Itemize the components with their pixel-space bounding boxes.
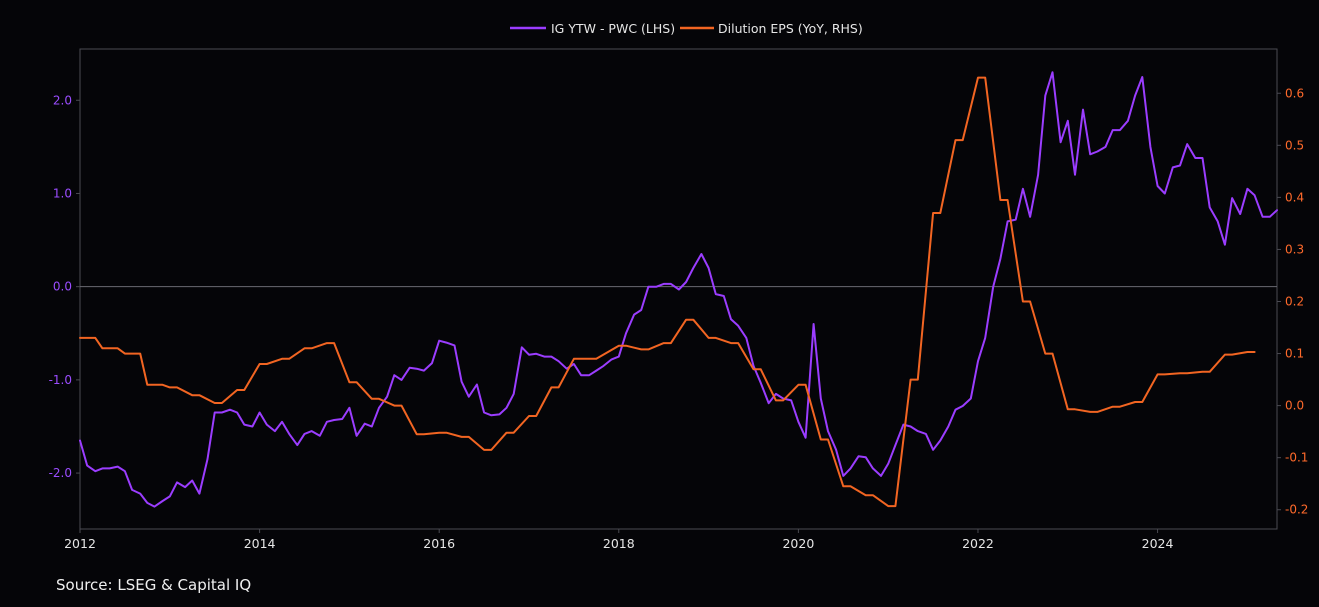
series-line-dilution-eps	[79, 76, 1256, 508]
legend-label-dilution-eps: Dilution EPS (YoY, RHS)	[718, 21, 863, 36]
series-layer	[79, 71, 1278, 508]
x-tick-label: 2016	[423, 536, 455, 551]
right-axis-ticks: -0.2 -0.1 0.0 0.1 0.2 0.3 0.4 0.5 0.6	[1277, 86, 1308, 517]
x-tick-label: 2018	[603, 536, 635, 551]
series-line-ig-ytw	[79, 71, 1278, 508]
x-axis-ticks: 2012 2014 2016 2018 2020 2022 2024	[64, 529, 1174, 551]
right-tick-label: 0.1	[1285, 347, 1304, 361]
legend: IG YTW - PWC (LHS) Dilution EPS (YoY, RH…	[510, 21, 863, 36]
legend-label-ig-ytw: IG YTW - PWC (LHS)	[551, 21, 675, 36]
left-tick-label: 0.0	[53, 280, 72, 294]
right-tick-label: 0.5	[1285, 138, 1304, 152]
right-tick-label: 0.0	[1285, 399, 1304, 413]
x-tick-label: 2014	[244, 536, 276, 551]
right-tick-label: -0.1	[1285, 451, 1308, 465]
source-note: Source: LSEG & Capital IQ	[56, 576, 252, 594]
x-tick-label: 2012	[64, 536, 96, 551]
left-tick-label: -2.0	[49, 466, 72, 480]
right-tick-label: 0.2	[1285, 294, 1304, 308]
x-tick-label: 2020	[782, 536, 814, 551]
left-tick-label: 1.0	[53, 186, 72, 200]
left-axis-ticks: -2.0 -1.0 0.0 1.0 2.0	[49, 93, 80, 480]
left-tick-label: -1.0	[49, 373, 72, 387]
plot-frame	[79, 48, 1278, 530]
left-tick-label: 2.0	[53, 93, 72, 107]
x-tick-label: 2024	[1142, 536, 1174, 551]
right-tick-label: 0.3	[1285, 242, 1304, 256]
right-tick-label: 0.6	[1285, 86, 1304, 100]
right-tick-label: -0.2	[1285, 503, 1308, 517]
right-tick-label: 0.4	[1285, 190, 1304, 204]
x-tick-label: 2022	[962, 536, 994, 551]
